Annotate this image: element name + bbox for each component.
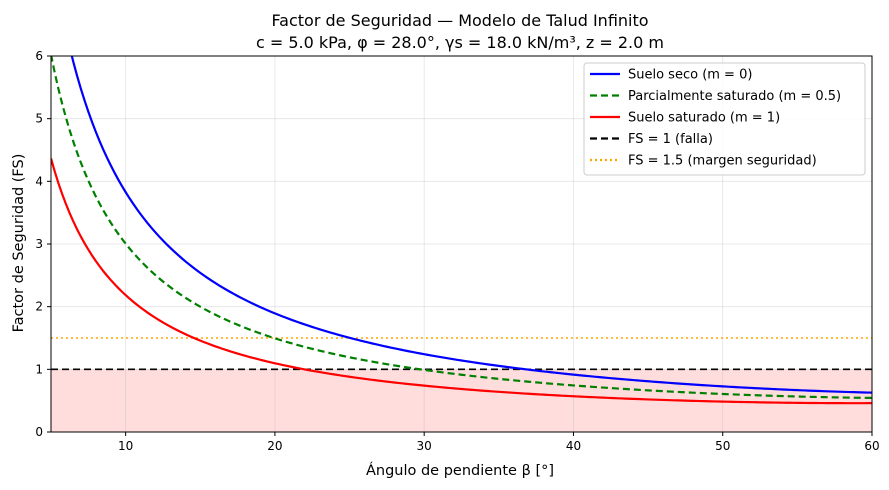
legend-label-3: FS = 1 (falla): [628, 132, 713, 147]
failure-region: [51, 369, 872, 432]
legend-label-0: Suelo seco (m = 0): [628, 68, 752, 83]
legend: Suelo seco (m = 0) Parcialmente saturado …: [583, 62, 866, 176]
x-axis-label: Ángulo de pendiente β [°]: [366, 462, 554, 479]
x-tick-label: 60: [864, 439, 879, 453]
y-tick-label: 1: [35, 362, 43, 376]
x-tick-label: 30: [417, 439, 432, 453]
x-tick-label: 10: [118, 439, 133, 453]
x-tick-label: 40: [566, 439, 581, 453]
series-line-1: [51, 56, 872, 399]
y-tick-label: 4: [35, 174, 43, 188]
y-axis-label: Factor de Seguridad (FS): [11, 154, 27, 333]
y-tick-label: 0: [35, 425, 43, 439]
plot-area: 10 20 30 40 50 60 0 1 2 3 4 5 6: [35, 49, 879, 453]
legend-label-2: Suelo saturado (m = 1): [628, 111, 780, 126]
series-line-0: [70, 56, 872, 394]
x-tick-label: 50: [715, 439, 730, 453]
chart-title-line1: Factor de Seguridad — Modelo de Talud In…: [271, 11, 648, 30]
y-tick-label: 5: [35, 112, 43, 126]
legend-label-4: FS = 1.5 (margen seguridad): [628, 154, 817, 169]
y-tick-label: 2: [35, 300, 43, 314]
legend-frame: [583, 62, 866, 176]
x-tick-label: 20: [267, 439, 282, 453]
y-tick-label: 3: [35, 237, 43, 251]
legend-label-1: Parcialmente saturado (m = 0.5): [628, 89, 841, 104]
chart-title-line2: c = 5.0 kPa, φ = 28.0°, γs = 18.0 kN/m³,…: [256, 33, 664, 52]
y-tick-label: 6: [35, 49, 43, 63]
series-line-2: [51, 158, 872, 405]
